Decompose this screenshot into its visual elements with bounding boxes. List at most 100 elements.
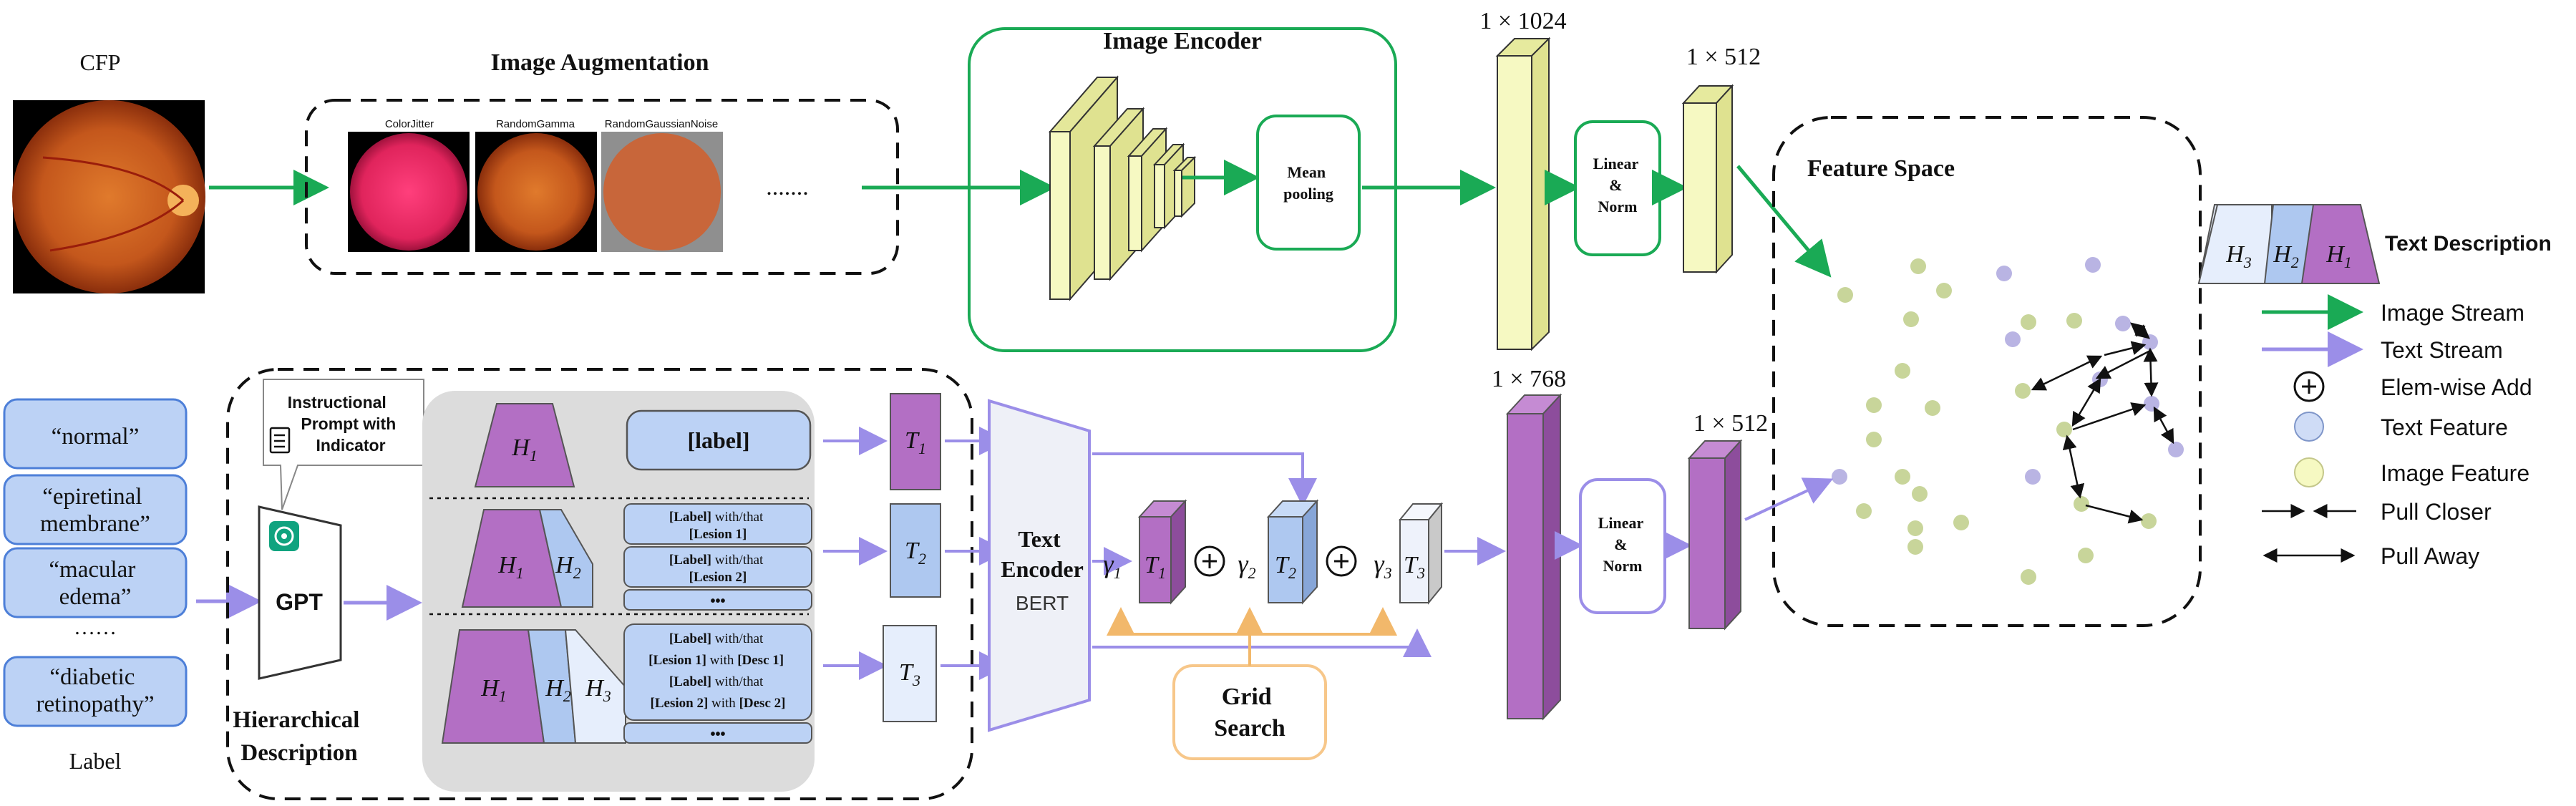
label-box-macular xyxy=(3,547,188,618)
label-macular-line-1: “macular xyxy=(49,557,135,583)
hierarchical-caption-line-1: Hierarchical xyxy=(233,707,359,733)
aug-label-1: RandomGamma xyxy=(496,118,575,130)
legend-text-stream: Text Stream xyxy=(2381,337,2503,363)
legend-image-stream: Image Stream xyxy=(2381,300,2524,326)
image-feature-1024 xyxy=(1495,37,1551,351)
gpt-label: GPT xyxy=(276,589,323,615)
gamma1-label: γ1 xyxy=(1103,550,1121,582)
add-icon-2 xyxy=(1326,545,1357,577)
label-caption: Label xyxy=(69,748,122,774)
label-diabetic-line-2: retinopathy” xyxy=(37,691,155,717)
label-normal: “normal” xyxy=(52,424,140,450)
row3-box-line-1: [Label] with/that xyxy=(669,631,764,646)
label-box-diabetic xyxy=(3,656,188,727)
label-box-normal xyxy=(3,398,188,470)
row2-box-1-line-1: [Label] with/that xyxy=(669,510,764,525)
gamma-t1-block xyxy=(1137,499,1187,605)
t3-token xyxy=(883,625,937,722)
text-linear-norm-label: Linear & Norm xyxy=(1598,514,1648,575)
legend-h1 xyxy=(2300,204,2381,284)
legend: H3 H2 H1 Text Description Image Stream T… xyxy=(2197,204,2552,569)
arrow-enc-to-gt3 xyxy=(1092,628,1432,657)
row3-box-text: [Label] with/that [Lesion 1] with [Desc … xyxy=(648,631,787,711)
row2-box-more xyxy=(623,589,812,611)
legend-text-description: Text Description xyxy=(2385,232,2552,256)
cfp-fundus-image xyxy=(12,100,205,293)
label-macular-line-2: edema” xyxy=(59,584,132,610)
dim-txt-512: 1 × 512 xyxy=(1693,410,1768,437)
image-linear-norm-line-2: & xyxy=(1609,176,1622,194)
legend-add-icon xyxy=(2293,371,2325,402)
feature-space-box xyxy=(1772,116,2202,627)
text-encoder-model: BERT xyxy=(1016,592,1069,614)
label-epiretinal: “epiretinal membrane” xyxy=(40,484,150,537)
label-epiretinal-line-1: “epiretinal xyxy=(42,484,142,510)
aug-randomgamma: RandomGamma xyxy=(475,118,597,252)
row2-box-1-line-2: [Lesion 1] xyxy=(689,527,747,542)
row2-box-1-text: [Label] with/that [Lesion 1] xyxy=(669,510,767,542)
t1-token xyxy=(890,393,941,490)
cnn-layers xyxy=(1048,75,1197,301)
label-box-epiretinal xyxy=(3,474,188,545)
legend-pull-away: Pull Away xyxy=(2381,543,2479,569)
image-linear-norm-label: Linear & Norm xyxy=(1593,155,1643,215)
row1-label-text: [label] xyxy=(687,427,749,453)
t2-token xyxy=(890,503,941,598)
gpt-prompt-callout: Instructional Prompt with Indicator xyxy=(263,379,424,510)
text-encoder-line-1: Text xyxy=(1018,526,1061,552)
row3-box-more xyxy=(623,722,812,744)
aug-gaussiannoise: RandomGaussianNoise xyxy=(601,118,723,252)
dim-img-1024: 1 × 1024 xyxy=(1479,8,1566,34)
dim-img-512: 1 × 512 xyxy=(1686,44,1761,70)
feature-space-title: Feature Space xyxy=(1807,155,1955,182)
dim-txt-768: 1 × 768 xyxy=(1492,366,1566,392)
legend-h3-label: H3 xyxy=(2225,241,2252,271)
image-linear-norm-line-3: Norm xyxy=(1598,198,1638,215)
mean-pooling-label: Mean pooling xyxy=(1283,163,1333,203)
gamma-t2-block xyxy=(1266,499,1319,605)
row2-box-2-line-1: [Label] with/that xyxy=(669,553,764,568)
legend-pull-closer: Pull Closer xyxy=(2381,499,2492,525)
legend-text-feature: Text Feature xyxy=(2381,414,2508,440)
augmentation-title: Image Augmentation xyxy=(490,49,709,76)
image-feature-512 xyxy=(1681,84,1734,274)
gpt-logo-icon xyxy=(269,521,299,551)
add-icon-1 xyxy=(1194,545,1225,577)
row3-box-line-2: [Lesion 1] with [Desc 1] xyxy=(648,653,784,668)
row2-h2-label: H2 xyxy=(555,552,581,582)
arrow-img-to-space xyxy=(1736,165,1832,278)
legend-text-feature-dot xyxy=(2294,412,2324,442)
label-epiretinal-line-2: membrane” xyxy=(40,511,150,537)
image-feature-points xyxy=(1837,258,2157,585)
document-icon xyxy=(269,427,291,454)
mean-pooling-line-2: pooling xyxy=(1283,185,1333,203)
label-diabetic: “diabetic retinopathy” xyxy=(37,664,155,717)
mean-pooling-box xyxy=(1256,115,1361,251)
gamma2-label: γ2 xyxy=(1238,550,1255,582)
row1-h1 xyxy=(474,403,575,487)
row2-box-2-line-2: [Lesion 2] xyxy=(689,570,747,585)
text-encoder-title: Text Encoder xyxy=(1001,526,1084,582)
row2-box-2 xyxy=(623,546,812,588)
grid-search-box[interactable] xyxy=(1172,664,1327,760)
text-feature-512 xyxy=(1687,439,1743,631)
pull-arrows xyxy=(2031,322,2174,524)
row3-box-line-4: [Lesion 2] with [Desc 2] xyxy=(651,696,786,711)
row2-box-1 xyxy=(623,503,812,545)
text-linear-norm-line-3: Norm xyxy=(1603,557,1643,575)
grid-search-line-2: Search xyxy=(1214,715,1285,742)
gpt-prompt-line-2: Prompt with xyxy=(301,414,396,433)
gpt-prompt-text: Instructional Prompt with Indicator xyxy=(288,393,401,455)
legend-image-feature: Image Feature xyxy=(2381,460,2529,486)
text-linear-norm-line-1: Linear xyxy=(1598,514,1644,532)
label-diabetic-line-1: “diabetic xyxy=(49,664,135,690)
gpt-prompt-line-3: Indicator xyxy=(316,436,385,455)
gpt-prompt-line-1: Instructional xyxy=(288,393,387,412)
label-ellipsis: …… xyxy=(74,616,117,639)
image-encoder-box xyxy=(968,27,1397,352)
augmentation-box xyxy=(305,99,899,275)
cfp-label: CFP xyxy=(80,49,121,75)
hierarchical-box xyxy=(226,368,973,800)
